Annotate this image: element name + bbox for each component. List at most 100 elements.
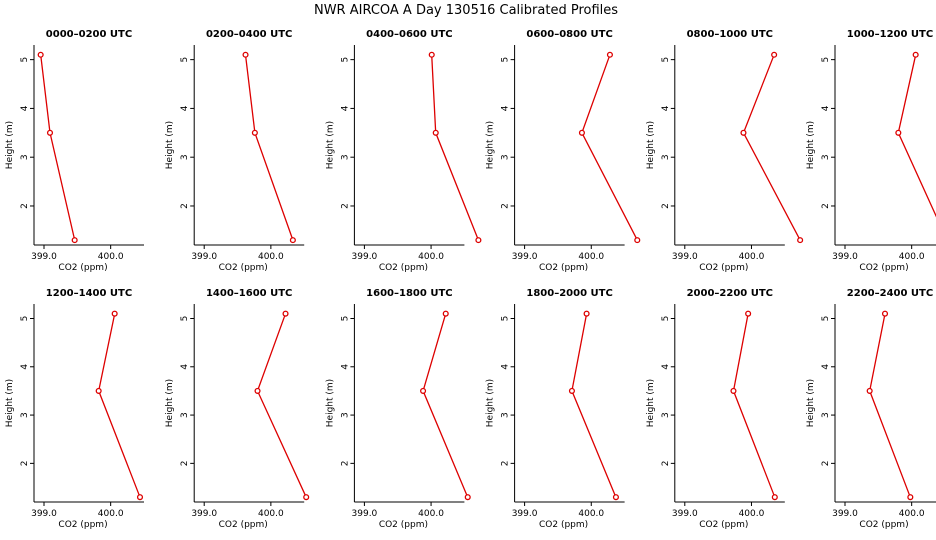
x-tick-label: 399.0 <box>672 509 698 519</box>
y-tick-label: 4 <box>340 105 350 111</box>
panel-title: 2200–2400 UTC <box>847 288 933 299</box>
series-line <box>40 54 76 241</box>
y-tick-label: 3 <box>180 412 190 418</box>
x-axis-title: CO2 (ppm) <box>58 520 107 530</box>
y-tick-label: 4 <box>180 364 190 370</box>
data-point <box>464 494 471 501</box>
y-tick-label: 2 <box>821 203 831 209</box>
y-tick-label: 3 <box>340 154 350 160</box>
y-tick-label: 3 <box>821 412 831 418</box>
panel-title: 0200–0400 UTC <box>206 29 292 40</box>
data-point <box>420 387 427 394</box>
x-axis-title: CO2 (ppm) <box>699 520 748 530</box>
y-tick-label: 4 <box>821 105 831 111</box>
x-tick-label: 399.0 <box>352 252 378 262</box>
x-tick-label: 400.0 <box>418 509 444 519</box>
panel-title: 0800–1000 UTC <box>687 29 773 40</box>
data-point <box>907 494 914 501</box>
profile-panel: 0800–1000 UTC 399.0 400.0 2 3 4 5 CO2 (ppm) Heig… <box>646 29 804 273</box>
series-line <box>98 313 141 498</box>
y-axis-title: Height (m) <box>165 121 175 169</box>
y-tick-label: 2 <box>340 460 350 466</box>
y-axis-title: Height (m) <box>5 379 15 427</box>
data-point <box>95 387 102 394</box>
panel-title: 1200–1400 UTC <box>46 288 132 299</box>
x-axis-title: CO2 (ppm) <box>219 263 268 273</box>
x-axis-title: CO2 (ppm) <box>379 263 428 273</box>
y-tick-label: 5 <box>661 316 671 322</box>
panel-title: 1000–1200 UTC <box>847 29 933 40</box>
y-tick-label: 3 <box>180 154 190 160</box>
y-tick-label: 2 <box>501 203 511 209</box>
y-tick-label: 5 <box>501 57 511 63</box>
y-axis-title: Height (m) <box>486 121 496 169</box>
y-tick-label: 4 <box>661 364 671 370</box>
profile-panel: 1400–1600 UTC 399.0 400.0 2 3 4 5 CO2 (ppm) Heig… <box>165 288 310 530</box>
series-line <box>742 54 801 241</box>
y-tick-label: 5 <box>340 316 350 322</box>
x-axis-title: CO2 (ppm) <box>859 263 908 273</box>
y-axis-title: Height (m) <box>646 379 656 427</box>
y-tick-label: 2 <box>20 460 30 466</box>
x-tick-label: 399.0 <box>512 252 538 262</box>
x-tick-label: 400.0 <box>98 509 124 519</box>
x-tick-label: 399.0 <box>672 252 698 262</box>
series-line <box>571 313 617 498</box>
figure-title: NWR AIRCOA A Day 130516 Calibrated Profi… <box>314 3 618 18</box>
profile-panel: 1800–2000 UTC 399.0 400.0 2 3 4 5 CO2 (ppm) Heig… <box>486 288 625 530</box>
data-point <box>866 387 873 394</box>
x-tick-label: 400.0 <box>98 252 124 262</box>
data-point <box>771 51 778 58</box>
y-tick-label: 3 <box>20 412 30 418</box>
y-tick-label: 3 <box>501 154 511 160</box>
profile-panel: 0000–0200 UTC 399.0 400.0 2 3 4 5 CO2 (ppm) Heig… <box>5 29 144 273</box>
y-axis-title: Height (m) <box>646 121 656 169</box>
y-axis-title: Height (m) <box>165 379 175 427</box>
y-tick-label: 3 <box>20 154 30 160</box>
y-axis-title: Height (m) <box>325 379 335 427</box>
panel-title: 2000–2200 UTC <box>687 288 773 299</box>
data-point <box>111 310 118 317</box>
x-tick-label: 400.0 <box>258 252 284 262</box>
y-axis-title: Height (m) <box>325 121 335 169</box>
profile-panel: 1000–1200 UTC 399.0 400.0 2 3 4 5 CO2 (ppm) Heig… <box>806 29 936 273</box>
series-line <box>244 54 294 241</box>
y-axis-title: Height (m) <box>806 379 816 427</box>
y-tick-label: 3 <box>340 412 350 418</box>
y-tick-label: 5 <box>661 57 671 63</box>
data-point <box>912 51 919 58</box>
y-tick-label: 5 <box>180 57 190 63</box>
data-point <box>37 51 44 58</box>
profile-panel: 1600–1800 UTC 399.0 400.0 2 3 4 5 CO2 (ppm) Heig… <box>325 288 471 530</box>
x-tick-label: 399.0 <box>31 509 57 519</box>
data-point <box>303 494 310 501</box>
panel-title: 0600–0800 UTC <box>526 29 612 40</box>
panel-title: 1400–1600 UTC <box>206 288 292 299</box>
y-tick-label: 2 <box>20 203 30 209</box>
x-tick-label: 400.0 <box>899 509 925 519</box>
y-tick-label: 2 <box>661 203 671 209</box>
y-tick-label: 3 <box>661 412 671 418</box>
data-point <box>606 51 613 58</box>
data-point <box>634 237 641 244</box>
y-tick-label: 4 <box>180 105 190 111</box>
x-tick-label: 400.0 <box>739 509 765 519</box>
y-tick-label: 5 <box>821 316 831 322</box>
data-point <box>612 494 619 501</box>
y-tick-label: 5 <box>20 316 30 322</box>
y-tick-label: 4 <box>501 364 511 370</box>
panel-title: 0000–0200 UTC <box>46 29 132 40</box>
x-tick-label: 399.0 <box>512 509 538 519</box>
x-tick-label: 399.0 <box>832 509 858 519</box>
x-tick-label: 400.0 <box>578 509 604 519</box>
series-line <box>732 313 776 498</box>
data-point <box>745 310 752 317</box>
series-line <box>581 54 638 241</box>
x-tick-label: 400.0 <box>578 252 604 262</box>
profile-panel: 2200–2400 UTC 399.0 400.0 2 3 4 5 CO2 (ppm) Heig… <box>806 288 936 530</box>
y-tick-label: 5 <box>340 57 350 63</box>
x-axis-title: CO2 (ppm) <box>58 263 107 273</box>
y-tick-label: 5 <box>20 57 30 63</box>
y-tick-label: 4 <box>821 364 831 370</box>
